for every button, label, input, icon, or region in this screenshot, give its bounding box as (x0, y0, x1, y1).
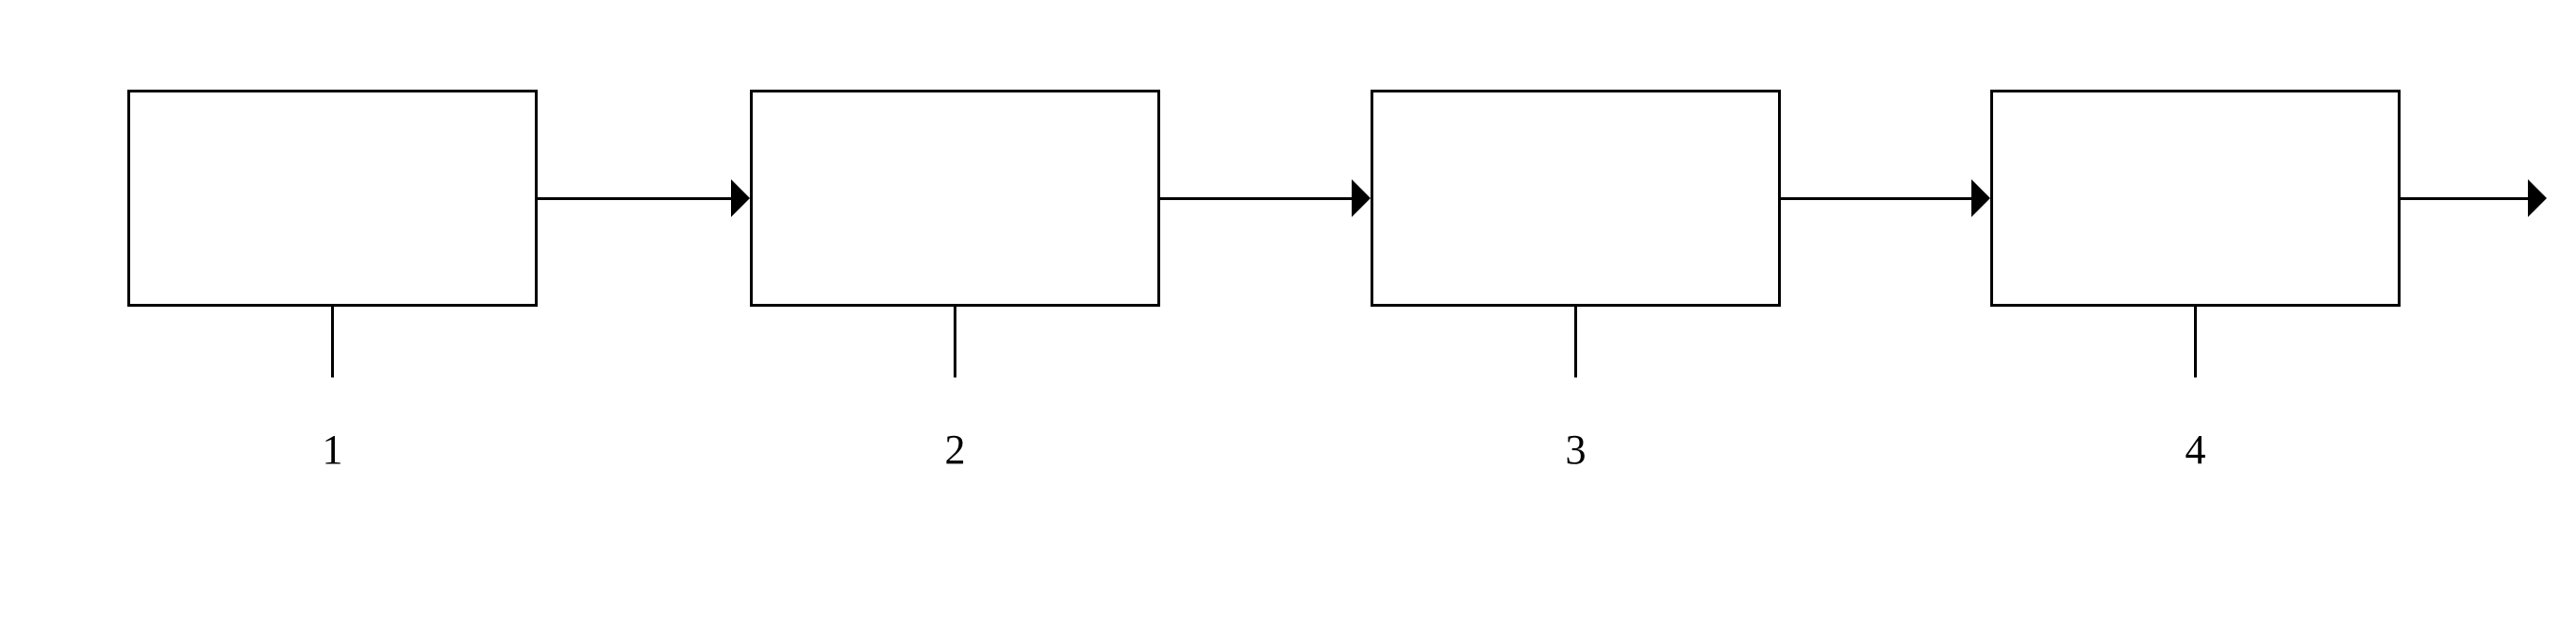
edge-line (538, 197, 731, 200)
arrow-head-icon (1352, 179, 1371, 217)
arrow-head-icon (2528, 179, 2547, 217)
node-label: 3 (1529, 426, 1623, 474)
edge-line (1160, 197, 1352, 200)
edge-line (1781, 197, 1971, 200)
flowchart-node (750, 90, 1160, 307)
flowchart-node (127, 90, 538, 307)
edge-line (2401, 197, 2528, 200)
node-label: 2 (908, 426, 1003, 474)
label-tick (2194, 307, 2197, 377)
arrow-head-icon (1971, 179, 1990, 217)
node-label: 4 (2149, 426, 2243, 474)
label-tick (1574, 307, 1577, 377)
label-tick (954, 307, 956, 377)
flowchart-diagram: 1 2 3 4 (0, 0, 2576, 637)
node-label: 1 (286, 426, 380, 474)
flowchart-node (1990, 90, 2401, 307)
arrow-head-icon (731, 179, 750, 217)
flowchart-node (1371, 90, 1781, 307)
label-tick (331, 307, 334, 377)
